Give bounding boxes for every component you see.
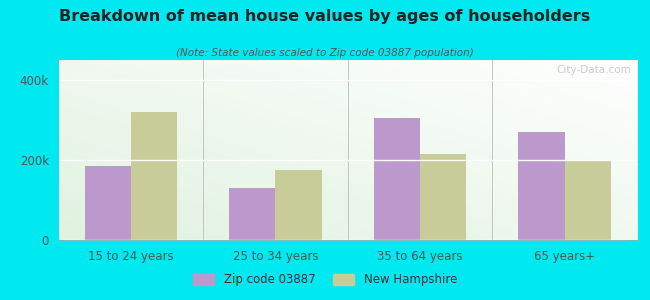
Bar	[84, 166, 131, 240]
Bar	[229, 188, 276, 240]
Text: (Note: State values scaled to Zip code 03887 population): (Note: State values scaled to Zip code 0…	[176, 48, 474, 58]
Text: Breakdown of mean house values by ages of householders: Breakdown of mean house values by ages o…	[59, 9, 591, 24]
Bar	[131, 112, 177, 240]
Bar	[374, 118, 420, 240]
Legend: Zip code 03887, New Hampshire: Zip code 03887, New Hampshire	[188, 269, 462, 291]
Bar	[565, 161, 611, 240]
Bar	[519, 132, 565, 240]
Bar	[420, 154, 466, 240]
Bar	[276, 170, 322, 240]
Text: City-Data.com: City-Data.com	[556, 65, 631, 75]
